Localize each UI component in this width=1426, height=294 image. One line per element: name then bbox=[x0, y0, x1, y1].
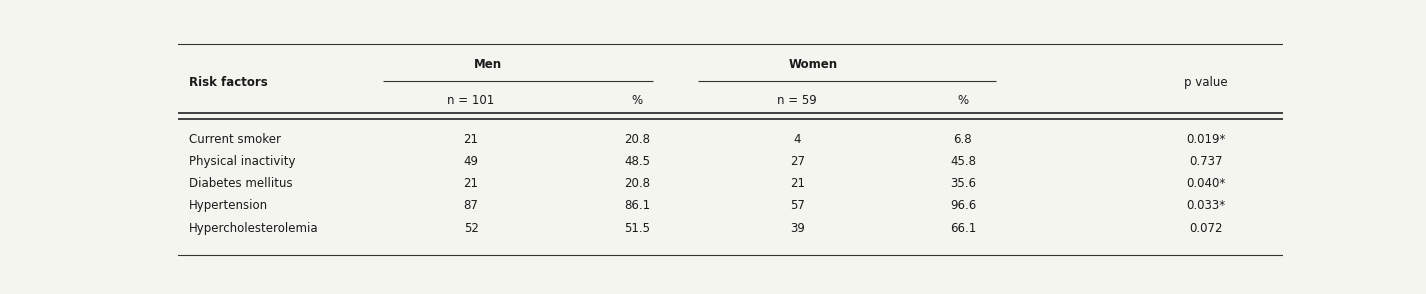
Text: 86.1: 86.1 bbox=[623, 199, 650, 213]
Text: 4: 4 bbox=[793, 133, 801, 146]
Text: 6.8: 6.8 bbox=[954, 133, 973, 146]
Text: %: % bbox=[957, 94, 968, 107]
Text: 21: 21 bbox=[790, 177, 804, 190]
Text: Women: Women bbox=[789, 58, 838, 71]
Text: Current smoker: Current smoker bbox=[190, 133, 281, 146]
Text: 27: 27 bbox=[790, 155, 804, 168]
Text: 45.8: 45.8 bbox=[950, 155, 975, 168]
Text: Physical inactivity: Physical inactivity bbox=[190, 155, 295, 168]
Text: Hypercholesterolemia: Hypercholesterolemia bbox=[190, 222, 319, 235]
Text: %: % bbox=[632, 94, 643, 107]
Text: Hypertension: Hypertension bbox=[190, 199, 268, 213]
Text: 0.737: 0.737 bbox=[1189, 155, 1222, 168]
Text: 87: 87 bbox=[463, 199, 479, 213]
Text: 0.072: 0.072 bbox=[1189, 222, 1222, 235]
Text: Diabetes mellitus: Diabetes mellitus bbox=[190, 177, 292, 190]
Text: Men: Men bbox=[473, 58, 502, 71]
Text: Risk factors: Risk factors bbox=[190, 76, 268, 89]
Text: 52: 52 bbox=[463, 222, 479, 235]
Text: 96.6: 96.6 bbox=[950, 199, 975, 213]
Text: 39: 39 bbox=[790, 222, 804, 235]
Text: 0.040*: 0.040* bbox=[1186, 177, 1226, 190]
Text: n = 59: n = 59 bbox=[777, 94, 817, 107]
Text: 21: 21 bbox=[463, 133, 479, 146]
Text: 20.8: 20.8 bbox=[625, 177, 650, 190]
Text: 20.8: 20.8 bbox=[625, 133, 650, 146]
Text: 49: 49 bbox=[463, 155, 479, 168]
Text: 21: 21 bbox=[463, 177, 479, 190]
Text: n = 101: n = 101 bbox=[448, 94, 495, 107]
Text: 0.033*: 0.033* bbox=[1186, 199, 1225, 213]
Text: 35.6: 35.6 bbox=[950, 177, 975, 190]
Text: 0.019*: 0.019* bbox=[1186, 133, 1226, 146]
Text: 48.5: 48.5 bbox=[625, 155, 650, 168]
Text: p value: p value bbox=[1184, 76, 1228, 89]
Text: 57: 57 bbox=[790, 199, 804, 213]
Text: 66.1: 66.1 bbox=[950, 222, 975, 235]
Text: 51.5: 51.5 bbox=[625, 222, 650, 235]
